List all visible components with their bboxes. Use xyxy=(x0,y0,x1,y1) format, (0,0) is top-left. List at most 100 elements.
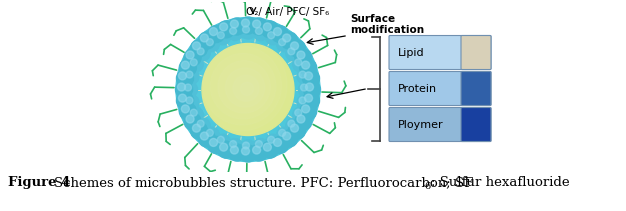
Circle shape xyxy=(186,51,194,59)
Circle shape xyxy=(186,97,193,104)
Circle shape xyxy=(299,82,314,97)
Circle shape xyxy=(190,109,197,116)
Circle shape xyxy=(272,137,289,153)
Text: Ploymer: Ploymer xyxy=(398,119,444,130)
Circle shape xyxy=(286,46,301,61)
Circle shape xyxy=(195,46,210,61)
Circle shape xyxy=(242,26,250,33)
Text: Schemes of microbubbles structure. PFC: Perfluorocarbon; SF: Schemes of microbubbles structure. PFC: … xyxy=(54,176,473,189)
Circle shape xyxy=(304,72,312,80)
Circle shape xyxy=(265,134,280,149)
Circle shape xyxy=(242,19,250,27)
Circle shape xyxy=(200,34,208,42)
Circle shape xyxy=(295,49,312,66)
Circle shape xyxy=(228,139,243,154)
Circle shape xyxy=(177,92,193,109)
Circle shape xyxy=(300,84,307,91)
Circle shape xyxy=(175,81,193,98)
Circle shape xyxy=(253,146,260,154)
Circle shape xyxy=(198,130,215,147)
Circle shape xyxy=(268,32,275,39)
Text: Lipid: Lipid xyxy=(398,47,424,58)
Circle shape xyxy=(204,37,219,52)
Circle shape xyxy=(180,59,197,76)
Circle shape xyxy=(200,132,208,140)
Circle shape xyxy=(176,18,320,161)
Circle shape xyxy=(255,27,262,34)
Text: 6: 6 xyxy=(424,182,430,191)
Circle shape xyxy=(274,138,282,146)
Circle shape xyxy=(184,49,201,66)
Circle shape xyxy=(220,23,228,31)
Circle shape xyxy=(277,37,292,52)
Circle shape xyxy=(190,122,207,139)
Circle shape xyxy=(302,61,310,69)
Circle shape xyxy=(183,82,197,97)
Circle shape xyxy=(279,39,285,46)
FancyBboxPatch shape xyxy=(461,108,491,142)
Circle shape xyxy=(217,32,224,39)
Circle shape xyxy=(220,143,228,151)
Circle shape xyxy=(293,107,308,122)
Circle shape xyxy=(192,124,200,132)
Circle shape xyxy=(197,48,204,55)
Circle shape xyxy=(177,70,193,87)
Circle shape xyxy=(300,59,317,76)
Circle shape xyxy=(178,72,187,80)
Circle shape xyxy=(279,129,285,136)
Circle shape xyxy=(297,115,305,123)
Circle shape xyxy=(240,17,257,34)
Circle shape xyxy=(207,137,225,153)
Circle shape xyxy=(178,83,185,91)
Circle shape xyxy=(289,40,305,57)
Circle shape xyxy=(240,140,255,155)
Circle shape xyxy=(262,21,279,38)
Circle shape xyxy=(288,48,295,55)
Circle shape xyxy=(230,141,237,147)
Circle shape xyxy=(198,32,215,49)
Circle shape xyxy=(192,42,200,50)
Circle shape xyxy=(262,141,279,158)
Circle shape xyxy=(295,59,302,66)
Circle shape xyxy=(299,71,306,78)
Circle shape xyxy=(282,132,290,140)
Circle shape xyxy=(218,141,235,158)
Circle shape xyxy=(182,105,189,113)
Circle shape xyxy=(207,39,213,46)
Text: Surface
modification: Surface modification xyxy=(350,14,424,35)
FancyBboxPatch shape xyxy=(461,72,491,106)
Circle shape xyxy=(268,136,275,143)
Circle shape xyxy=(218,21,235,38)
Circle shape xyxy=(305,83,314,91)
Circle shape xyxy=(197,120,204,127)
FancyBboxPatch shape xyxy=(389,72,491,106)
Circle shape xyxy=(188,57,203,72)
Circle shape xyxy=(215,134,230,149)
Circle shape xyxy=(302,70,319,87)
Circle shape xyxy=(210,138,217,146)
Circle shape xyxy=(253,20,260,28)
Text: Protein: Protein xyxy=(398,84,437,93)
Circle shape xyxy=(289,122,305,139)
Circle shape xyxy=(280,130,297,147)
Circle shape xyxy=(184,69,199,84)
Circle shape xyxy=(297,69,312,84)
Circle shape xyxy=(250,144,267,161)
FancyBboxPatch shape xyxy=(389,35,491,69)
Circle shape xyxy=(288,120,295,127)
Text: : Sulfur hexafluoride: : Sulfur hexafluoride xyxy=(431,176,570,189)
Circle shape xyxy=(186,71,193,78)
Circle shape xyxy=(228,144,245,161)
Circle shape xyxy=(264,23,272,31)
Circle shape xyxy=(264,143,272,151)
Circle shape xyxy=(299,97,306,104)
Circle shape xyxy=(178,94,187,102)
Circle shape xyxy=(254,26,269,41)
Circle shape xyxy=(302,105,310,113)
Circle shape xyxy=(297,95,312,110)
Circle shape xyxy=(207,129,213,136)
Circle shape xyxy=(180,103,197,120)
Circle shape xyxy=(184,113,201,130)
FancyBboxPatch shape xyxy=(461,35,491,69)
Circle shape xyxy=(188,107,203,122)
